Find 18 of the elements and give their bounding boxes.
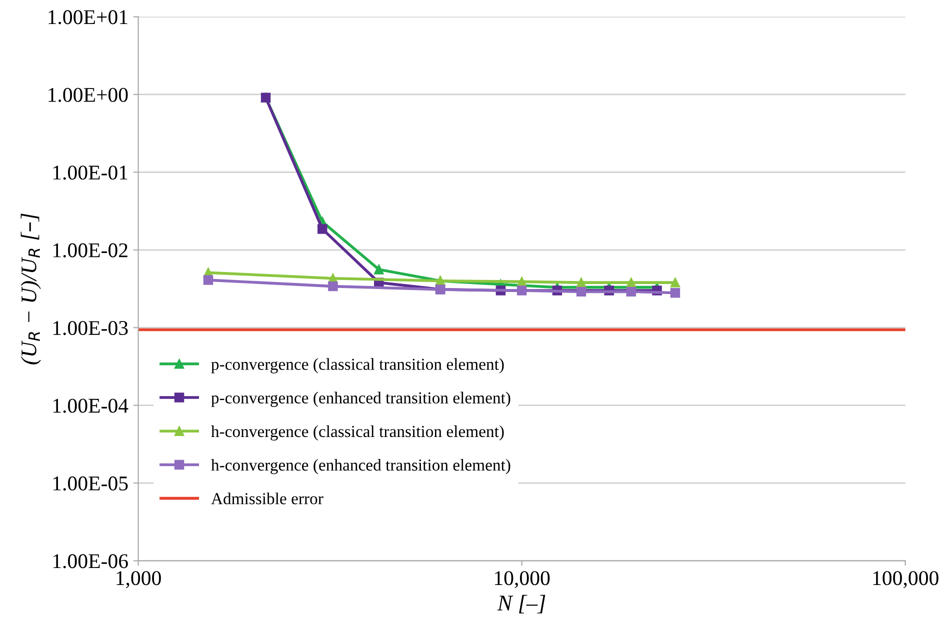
legend-label: p-convergence (classical transition element) <box>211 358 504 374</box>
y-tick-label: 1.00E-01 <box>53 166 128 180</box>
x-tick-label: 1,000 <box>116 571 161 588</box>
y-tick-label: 1.00E-05 <box>53 476 128 491</box>
y-tick-label: 1.00E-03 <box>53 320 128 336</box>
x-tick-label: 100,000 <box>873 571 938 588</box>
y-tick-label: 1.00E-06 <box>53 554 128 568</box>
legend-label: h-convergence (classical transition element) <box>211 425 504 441</box>
y-tick-label: 1.00E+00 <box>48 88 128 102</box>
legend-label: Admissible error <box>211 492 324 504</box>
y-tick-label: 1.00E-02 <box>53 243 128 258</box>
x-axis-title: N [–] <box>497 594 546 614</box>
y-tick-label: 1.00E-04 <box>53 398 128 413</box>
y-axis-title: (U$_{R}$ − U)/U$_{R}$ [–] <box>20 214 41 364</box>
x-tick-label: 10,000 <box>494 571 550 588</box>
legend-label: p-convergence (enhanced transition element) <box>211 392 510 407</box>
legend-label: h-convergence (enhanced transition element) <box>211 458 510 474</box>
y-tick-label: 1.00E+01 <box>48 10 128 24</box>
